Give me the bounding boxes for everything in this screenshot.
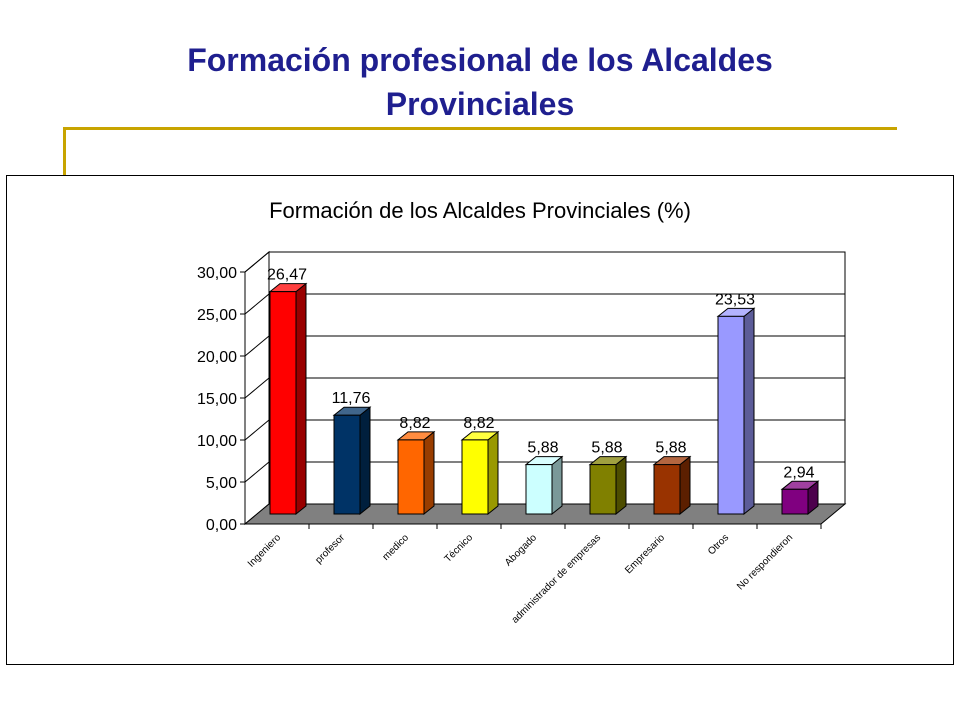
data-label: 23,53 xyxy=(715,291,755,308)
bar xyxy=(397,439,425,515)
data-label: 26,47 xyxy=(267,267,307,284)
bar-side xyxy=(551,455,563,516)
chart-title: Formación de los Alcaldes Provinciales (… xyxy=(269,198,691,223)
bar xyxy=(269,291,297,515)
bar xyxy=(461,439,489,515)
gridline-side xyxy=(244,293,270,315)
y-tick-label: 25,00 xyxy=(197,307,237,324)
data-label: 5,88 xyxy=(591,440,622,457)
category-label: Abogado xyxy=(503,532,539,568)
bar-side xyxy=(615,455,627,516)
bar xyxy=(653,464,681,515)
bar xyxy=(781,488,809,515)
bar-side xyxy=(743,307,755,516)
bar xyxy=(589,464,617,515)
y-tick-label: 5,00 xyxy=(206,475,237,492)
decorative-rule-horizontal xyxy=(63,127,897,130)
data-label: 2,94 xyxy=(783,464,814,481)
gridline-side xyxy=(244,251,270,273)
category-label: Otros xyxy=(706,532,731,557)
bar-side xyxy=(359,406,371,516)
bar-side xyxy=(487,430,499,516)
data-label: 11,76 xyxy=(332,390,371,407)
bar xyxy=(717,315,745,515)
category-label: profesor xyxy=(313,532,347,566)
y-tick-label: 15,00 xyxy=(197,391,237,408)
category-label: No respondieron xyxy=(735,532,795,592)
y-tick-label: 30,00 xyxy=(197,265,237,282)
plot-area: 0,00 5,00 10,00 15,00 20,00 25,00 30,00 26,47 In… xyxy=(197,250,847,626)
gridline-side xyxy=(244,335,270,357)
data-label: 5,88 xyxy=(527,440,558,457)
decorative-rule-vertical xyxy=(63,127,66,177)
data-label: 8,82 xyxy=(463,415,494,432)
category-label: Ingeniero xyxy=(246,532,284,570)
gridline-side xyxy=(244,461,270,483)
gridline-side xyxy=(244,377,270,399)
category-label: Técnico xyxy=(443,532,476,565)
bar-side xyxy=(295,282,307,516)
y-tick-label: 0,00 xyxy=(206,517,237,534)
bar xyxy=(333,414,361,515)
chart-frame: Formación de los Alcaldes Provinciales (… xyxy=(6,175,954,665)
bar-chart: Formación de los Alcaldes Provinciales (… xyxy=(197,198,847,626)
category-label: medico xyxy=(381,532,412,563)
gridline-side xyxy=(244,419,270,441)
slide-title-line1: Formación profesional de los Alcaldes xyxy=(187,42,773,78)
y-tick-label: 10,00 xyxy=(197,433,237,450)
bar-side xyxy=(423,430,435,516)
slide-title: Formación profesional de los Alcaldes Pr… xyxy=(60,38,900,126)
data-label: 8,82 xyxy=(399,415,430,432)
data-label: 5,88 xyxy=(655,440,686,457)
y-tick-label: 20,00 xyxy=(197,349,237,366)
slide-title-line2: Provinciales xyxy=(385,86,575,122)
bar xyxy=(525,464,553,515)
bar-side xyxy=(679,455,691,516)
category-label: Empresario xyxy=(623,532,667,576)
